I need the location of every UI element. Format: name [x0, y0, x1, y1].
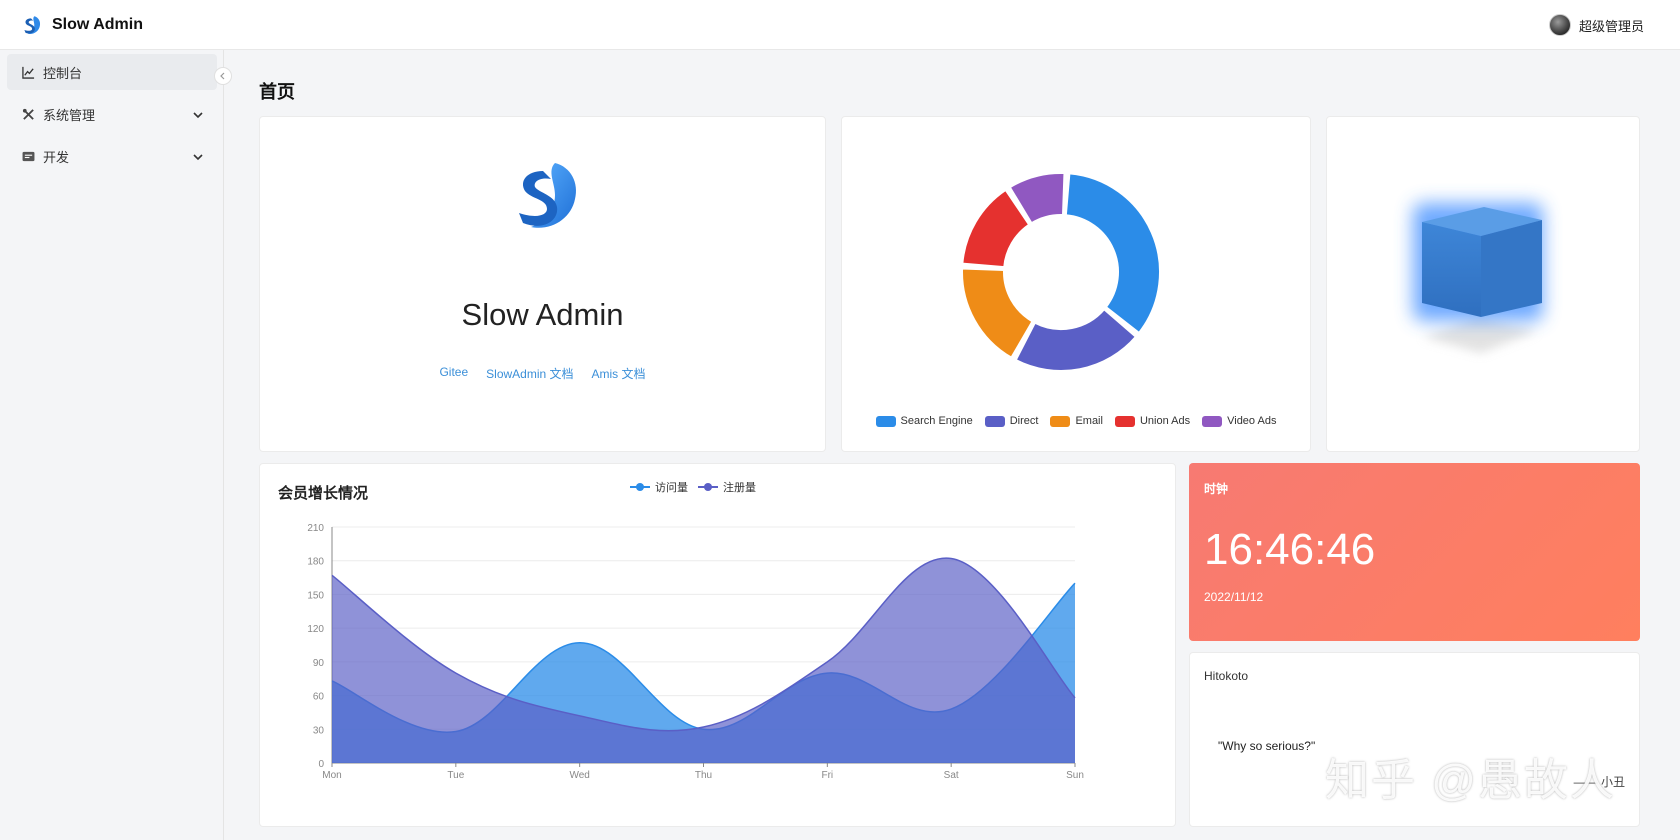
- x-tick-label: Tue: [447, 770, 464, 781]
- chart-legend-item[interactable]: 访问量: [630, 481, 688, 494]
- legend-swatch: [1050, 415, 1071, 427]
- growth-chart-title: 会员增长情况: [278, 485, 369, 502]
- chevron-down-icon[interactable]: [193, 108, 203, 123]
- y-tick-label: 30: [313, 725, 325, 736]
- donut-legend: Search Engine Direct Email Union Ads Video A…: [842, 415, 1310, 427]
- x-tick-label: Fri: [821, 770, 833, 781]
- legend-item[interactable]: Search Engine: [875, 415, 973, 427]
- sidebar-collapse-button[interactable]: [214, 67, 232, 85]
- hitokoto-title: Hitokoto: [1204, 669, 1249, 683]
- legend-swatch: [1114, 415, 1135, 427]
- growth-chart-card: 会员增长情况 0 30 60 90 120 150 180 210 Mon Tue Wed Thu Fr…: [259, 463, 1176, 827]
- slow-admin-logo-icon: [24, 16, 41, 35]
- clock-card: 时钟 16:46:46 2022/11/12: [1189, 463, 1640, 641]
- legend-item[interactable]: Direct: [984, 415, 1039, 427]
- legend-item[interactable]: Email: [1050, 415, 1103, 427]
- legend-item[interactable]: Video Ads: [1202, 415, 1276, 427]
- growth-area-chart: 0 30 60 90 120 150 180 210 Mon Tue Wed Thu Fri Sat Sun…: [307, 480, 1084, 781]
- page-title: 首页: [259, 82, 295, 102]
- intro-links: Gitee SlowAdmin 文档 Amis 文档: [260, 365, 825, 382]
- legend-label: Search Engine: [900, 415, 973, 427]
- legend-label: Union Ads: [1139, 415, 1191, 427]
- chevron-down-icon[interactable]: [193, 150, 203, 165]
- area-series-1[interactable]: [332, 558, 1075, 763]
- sidebar-item-dashboard[interactable]: 控制台: [7, 54, 217, 90]
- legend-label: Video Ads: [1227, 415, 1277, 427]
- x-tick-label: Wed: [569, 770, 589, 781]
- y-tick-label: 60: [313, 692, 325, 703]
- cube-illustration: [1413, 203, 1543, 353]
- legend-swatch: [1202, 415, 1223, 427]
- slowadmin-docs-link[interactable]: SlowAdmin 文档: [486, 367, 574, 381]
- y-tick-label: 120: [307, 624, 324, 635]
- dev-icon: [21, 149, 35, 163]
- donut-slice-3[interactable]: [961, 188, 1031, 269]
- watermark: 知乎 @愚故人: [1325, 756, 1616, 805]
- top-bar: Slow Admin 超级管理员: [0, 0, 1680, 50]
- avatar[interactable]: [1548, 14, 1571, 36]
- intro-app-name: Slow Admin: [461, 297, 624, 332]
- legend-item[interactable]: Union Ads: [1114, 415, 1191, 427]
- donut-slice-2[interactable]: [961, 267, 1034, 359]
- sidebar: 控制台 系统管理 开发: [0, 50, 224, 840]
- donut-slice-0[interactable]: [1064, 172, 1161, 334]
- line-series-1: [331, 557, 1076, 732]
- hitokoto-quote: "Why so serious?": [1218, 739, 1316, 753]
- clock-date: 2022/11/12: [1204, 590, 1264, 604]
- donut-slice-1[interactable]: [1014, 308, 1137, 372]
- sidebar-item-label: 控制台: [43, 65, 83, 81]
- x-tick-label: Mon: [322, 770, 341, 781]
- y-tick-label: 150: [307, 590, 324, 601]
- chart-legend-item[interactable]: 注册量: [698, 480, 756, 494]
- y-tick-label: 0: [318, 759, 324, 770]
- amis-docs-link[interactable]: Amis 文档: [591, 367, 646, 381]
- cube-card: [1326, 116, 1640, 452]
- intro-card: Slow Admin Gitee SlowAdmin 文档 Amis 文档: [259, 116, 826, 452]
- slow-admin-logo-icon: [519, 163, 577, 228]
- donut-chart: [961, 172, 1161, 372]
- donut-slice-4[interactable]: [1008, 172, 1066, 225]
- line-chart-icon: [21, 65, 35, 79]
- user-name[interactable]: 超级管理员: [1578, 18, 1644, 34]
- brand[interactable]: Slow Admin: [20, 12, 143, 38]
- legend-dot: [636, 483, 644, 491]
- y-tick-label: 180: [307, 557, 324, 568]
- hitokoto-source: —— 小丑: [1573, 775, 1625, 789]
- y-tick-label: 210: [307, 523, 324, 534]
- legend-swatch: [875, 415, 896, 427]
- tools-icon: [21, 107, 35, 121]
- app-name: Slow Admin: [52, 16, 143, 33]
- donut-chart-card: Search Engine Direct Email Union Ads Video A…: [841, 116, 1311, 452]
- legend-label: 注册量: [723, 480, 756, 494]
- y-tick-label: 90: [313, 658, 325, 669]
- legend-label: 访问量: [655, 481, 688, 494]
- sidebar-item-system[interactable]: 系统管理: [7, 96, 217, 132]
- sidebar-item-label: 开发: [43, 149, 70, 165]
- x-tick-label: Sat: [944, 770, 959, 781]
- gitee-link[interactable]: Gitee: [439, 365, 469, 379]
- sidebar-item-label: 系统管理: [43, 107, 96, 123]
- hitokoto-card: Hitokoto "Why so serious?" —— 小丑: [1189, 652, 1640, 827]
- legend-dot: [704, 483, 712, 491]
- chevron-left-icon: [220, 72, 225, 80]
- main-content: 首页 Slow Admin Gitee SlowAdmin 文档 Amis 文档…: [225, 50, 1680, 840]
- x-tick-label: Thu: [695, 770, 712, 781]
- sidebar-item-dev[interactable]: 开发: [7, 138, 217, 174]
- legend-label: Email: [1075, 415, 1103, 427]
- clock-time: 16:46:46: [1204, 525, 1376, 574]
- user-menu[interactable]: 超级管理员: [1548, 12, 1644, 38]
- x-tick-label: Sun: [1066, 770, 1084, 781]
- clock-label: 时钟: [1204, 482, 1229, 496]
- legend-swatch: [984, 415, 1005, 427]
- legend-label: Direct: [1009, 415, 1039, 427]
